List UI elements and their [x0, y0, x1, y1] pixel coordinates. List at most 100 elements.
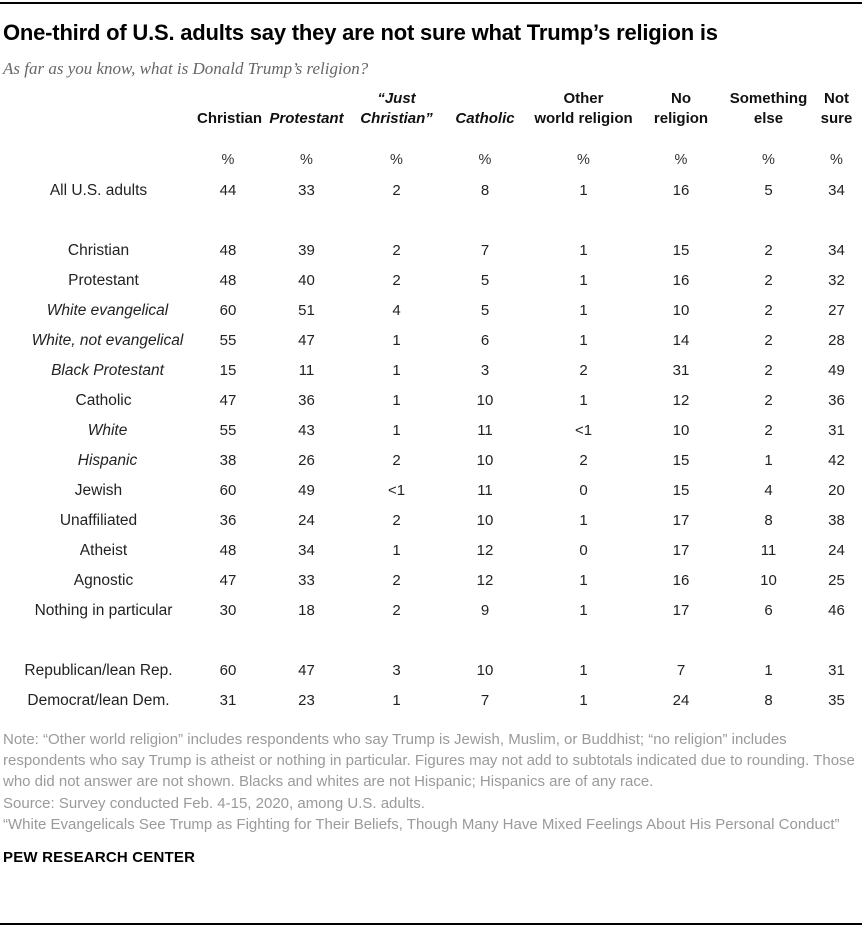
- data-cell: 1: [392, 422, 401, 440]
- row-label: Christian: [67, 241, 130, 259]
- data-cell: 2: [392, 602, 401, 620]
- data-cell: 40: [298, 272, 315, 290]
- column-header: Not sure: [820, 90, 853, 127]
- data-cell: 12: [476, 572, 494, 590]
- data-cell: 20: [828, 482, 845, 500]
- data-cell: 30: [219, 602, 237, 620]
- data-cell: 8: [764, 512, 773, 530]
- data-cell: 24: [828, 542, 845, 560]
- data-cell: 31: [828, 422, 845, 440]
- percent-sign: %: [762, 151, 775, 168]
- row-label: White, not evangelical: [31, 331, 184, 349]
- report-title-text: “White Evangelicals See Trump as Fightin…: [3, 815, 840, 833]
- table-row: Catholic 47 36 1 10 1 12 2 36: [0, 386, 862, 416]
- row-label: Hispanic: [77, 451, 138, 469]
- data-cell: 60: [219, 662, 237, 680]
- data-cell: 23: [298, 692, 315, 710]
- data-cell: 2: [579, 362, 588, 380]
- data-cell: 1: [392, 362, 401, 380]
- data-cell: 11: [760, 542, 777, 560]
- data-cell: 47: [298, 662, 315, 680]
- data-cell: 4: [764, 482, 773, 500]
- data-cell: 10: [476, 452, 494, 470]
- data-cell: 43: [298, 422, 315, 440]
- source-text: Source: Survey conducted Feb. 4-15, 2020…: [3, 794, 425, 812]
- data-cell: 2: [764, 242, 773, 260]
- data-cell: 36: [219, 512, 237, 530]
- spacer-cell: [0, 626, 862, 656]
- data-cell: <1: [574, 422, 593, 440]
- data-cell: 39: [298, 242, 315, 260]
- data-cell: 15: [672, 482, 690, 500]
- data-cell: 16: [672, 272, 690, 290]
- table-header: Christian Protestant “Just Christian” Cathol…: [0, 89, 862, 143]
- data-cell: 6: [764, 602, 773, 620]
- data-cell: 1: [579, 572, 588, 590]
- data-cell: 46: [828, 602, 845, 620]
- survey-question: As far as you know, what is Donald Trump…: [3, 59, 369, 79]
- table-row: Democrat/lean Dem. 31 23 1 7 1 24 8 35: [0, 686, 862, 716]
- data-cell: 47: [219, 572, 237, 590]
- note-text: Note: “Other world religion” includes re…: [3, 730, 855, 791]
- row-label: Black Protestant: [51, 361, 164, 379]
- data-cell: 2: [764, 422, 773, 440]
- column-header: No religion: [653, 90, 709, 127]
- percent-sign: %: [478, 151, 492, 168]
- data-cell: 55: [219, 332, 237, 350]
- data-cell: 31: [672, 362, 690, 380]
- data-cell: 31: [828, 662, 845, 680]
- data-cell: 36: [298, 392, 315, 410]
- percent-sign: %: [674, 151, 688, 168]
- top-divider: [0, 2, 862, 4]
- data-cell: 7: [676, 662, 686, 680]
- data-cell: 6: [480, 332, 490, 350]
- table-row: Black Protestant 15 11 1 3 2 31 2 49: [0, 356, 862, 386]
- data-cell: 34: [828, 182, 845, 200]
- data-cell: 24: [298, 512, 315, 530]
- data-cell: 33: [298, 182, 315, 200]
- data-cell: 3: [392, 662, 401, 680]
- data-cell: 1: [764, 662, 773, 680]
- data-cell: 17: [672, 542, 690, 560]
- data-cell: 2: [392, 572, 401, 590]
- data-cell: 36: [828, 392, 845, 410]
- data-cell: 1: [579, 242, 588, 260]
- data-cell: 48: [219, 242, 237, 260]
- row-label: Catholic: [75, 391, 132, 409]
- row-label: Unaffiliated: [59, 511, 138, 529]
- data-cell: 34: [828, 242, 845, 260]
- data-cell: 2: [764, 362, 773, 380]
- row-label: White evangelical: [46, 301, 169, 319]
- data-cell: 1: [579, 272, 588, 290]
- data-cell: 15: [672, 242, 690, 260]
- data-cell: 9: [480, 602, 490, 620]
- data-cell: 47: [298, 332, 315, 350]
- table-footer: Note: “Other world religion” includes re…: [3, 729, 859, 835]
- data-cell: 33: [298, 572, 315, 590]
- data-cell: 4: [392, 302, 401, 320]
- data-cell: 1: [579, 602, 588, 620]
- data-cell: 10: [476, 392, 494, 410]
- data-cell: 7: [480, 242, 490, 260]
- data-cell: 2: [392, 182, 401, 200]
- data-cell: 1: [764, 452, 773, 470]
- percent-row: %%%%%%%%: [0, 144, 862, 176]
- row-label: Jewish: [74, 481, 123, 499]
- table-row: Agnostic 47 33 2 12 1 16 10 25: [0, 566, 862, 596]
- row-label: Republican/lean Rep.: [24, 661, 173, 679]
- row-label: [0, 144, 197, 176]
- spacer-row: [0, 206, 862, 236]
- row-label: White: [87, 421, 128, 439]
- row-label: Nothing in particular: [34, 601, 173, 619]
- data-cell: 10: [476, 512, 494, 530]
- data-cell: 2: [392, 452, 401, 470]
- table-row: Nothing in particular 30 18 2 9 1 17 6 46: [0, 596, 862, 626]
- data-cell: 38: [828, 512, 845, 530]
- data-cell: 51: [298, 302, 315, 320]
- data-cell: 2: [764, 272, 773, 290]
- data-cell: 38: [219, 452, 237, 470]
- data-cell: 7: [480, 692, 490, 710]
- data-cell: 10: [760, 572, 777, 590]
- data-cell: 1: [579, 182, 588, 200]
- table-row: Christian 48 39 2 7 1 15 2 34: [0, 236, 862, 266]
